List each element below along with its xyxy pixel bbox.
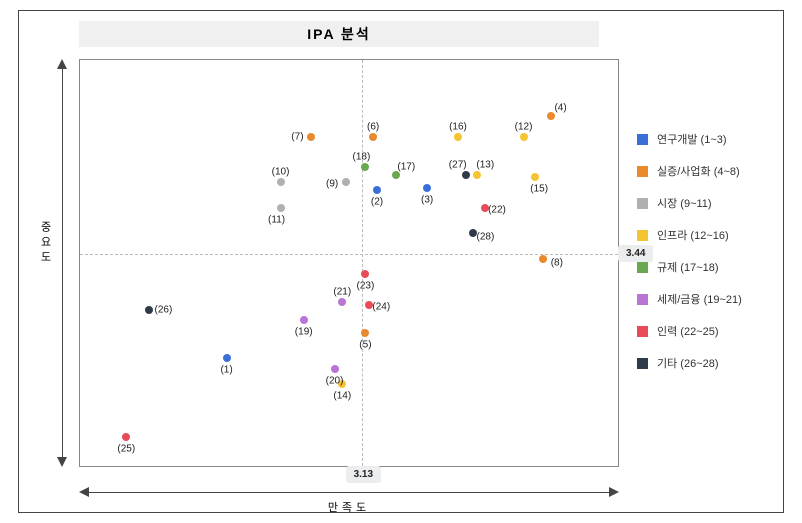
point-label-5: (5) <box>359 339 371 350</box>
y-axis-label: 중요도 <box>37 221 53 266</box>
point-3 <box>423 184 431 192</box>
point-13 <box>473 171 481 179</box>
y-axis-arrow <box>57 59 69 467</box>
point-label-23: (23) <box>357 281 375 292</box>
legend-item-tax: 세제/금융 (19~21) <box>637 291 777 307</box>
x-axis-label: 만족도 <box>79 499 619 515</box>
point-label-9: (9) <box>326 179 338 190</box>
legend-label-market: 시장 (9~11) <box>657 195 712 211</box>
point-label-28: (28) <box>477 232 495 243</box>
legend-label-rnd: 연구개발 (1~3) <box>657 131 727 147</box>
point-label-27: (27) <box>449 159 467 170</box>
legend-item-reg: 규제 (17~18) <box>637 259 777 275</box>
point-label-16: (16) <box>449 121 467 132</box>
legend-item-etc: 기타 (26~28) <box>637 355 777 371</box>
point-label-1: (1) <box>220 365 232 376</box>
plot-area: 3.13 3.44 (1)(2)(3)(4)(5)(6)(7)(8)(9)(10… <box>79 59 619 467</box>
point-10 <box>277 178 285 186</box>
legend-label-tax: 세제/금융 (19~21) <box>657 291 742 307</box>
point-label-10: (10) <box>272 167 290 178</box>
point-19 <box>300 316 308 324</box>
point-label-22: (22) <box>488 204 506 215</box>
point-21 <box>338 298 346 306</box>
point-25 <box>122 433 130 441</box>
point-label-19: (19) <box>295 327 313 338</box>
point-12 <box>520 133 528 141</box>
legend-swatch-market <box>637 198 648 209</box>
legend-swatch-reg <box>637 262 648 273</box>
legend-label-infra: 인프라 (12~16) <box>657 227 729 243</box>
legend-item-hr: 인력 (22~25) <box>637 323 777 339</box>
point-27 <box>462 171 470 179</box>
point-label-14: (14) <box>333 390 351 401</box>
point-11 <box>277 204 285 212</box>
legend-label-demo: 실증/사업화 (4~8) <box>657 163 740 179</box>
legend: 연구개발 (1~3) 실증/사업화 (4~8) 시장 (9~11) 인프라 (12~1… <box>637 131 777 387</box>
point-label-15: (15) <box>530 184 548 195</box>
point-20 <box>331 365 339 373</box>
x-reference-line <box>362 60 363 466</box>
point-26 <box>145 306 153 314</box>
legend-item-market: 시장 (9~11) <box>637 195 777 211</box>
point-label-25: (25) <box>117 444 135 455</box>
point-5 <box>361 329 369 337</box>
x-reference-badge: 3.13 <box>346 466 381 483</box>
point-label-12: (12) <box>515 121 533 132</box>
point-2 <box>373 186 381 194</box>
legend-swatch-infra <box>637 230 648 241</box>
chart-frame: IPA 분석 3.13 3.44 (1)(2)(3)(4)(5)(6)(7)(8… <box>18 10 784 513</box>
point-label-20: (20) <box>326 375 344 386</box>
legend-swatch-tax <box>637 294 648 305</box>
point-18 <box>361 163 369 171</box>
point-label-7: (7) <box>291 131 303 142</box>
point-label-26: (26) <box>155 304 173 315</box>
legend-label-hr: 인력 (22~25) <box>657 323 719 339</box>
legend-swatch-demo <box>637 166 648 177</box>
point-6 <box>369 133 377 141</box>
legend-item-rnd: 연구개발 (1~3) <box>637 131 777 147</box>
point-9 <box>342 178 350 186</box>
legend-label-etc: 기타 (26~28) <box>657 355 719 371</box>
legend-swatch-rnd <box>637 134 648 145</box>
point-label-3: (3) <box>421 194 433 205</box>
legend-item-demo: 실증/사업화 (4~8) <box>637 163 777 179</box>
point-4 <box>547 112 555 120</box>
point-label-11: (11) <box>268 214 285 225</box>
point-label-13: (13) <box>476 159 494 170</box>
point-23 <box>361 270 369 278</box>
point-label-2: (2) <box>371 197 383 208</box>
point-8 <box>539 255 547 263</box>
legend-swatch-etc <box>637 358 648 369</box>
point-15 <box>531 173 539 181</box>
point-label-18: (18) <box>353 152 371 163</box>
point-label-8: (8) <box>551 257 563 268</box>
legend-item-infra: 인프라 (12~16) <box>637 227 777 243</box>
chart-title: IPA 분석 <box>79 21 599 47</box>
point-7 <box>307 133 315 141</box>
point-label-21: (21) <box>333 287 351 298</box>
y-reference-line <box>80 254 618 255</box>
point-label-17: (17) <box>397 161 415 172</box>
x-axis-arrow <box>79 487 619 499</box>
legend-swatch-hr <box>637 326 648 337</box>
point-label-24: (24) <box>372 301 390 312</box>
point-16 <box>454 133 462 141</box>
point-1 <box>223 354 231 362</box>
legend-label-reg: 규제 (17~18) <box>657 259 719 275</box>
point-label-6: (6) <box>367 121 379 132</box>
point-label-4: (4) <box>554 103 566 114</box>
